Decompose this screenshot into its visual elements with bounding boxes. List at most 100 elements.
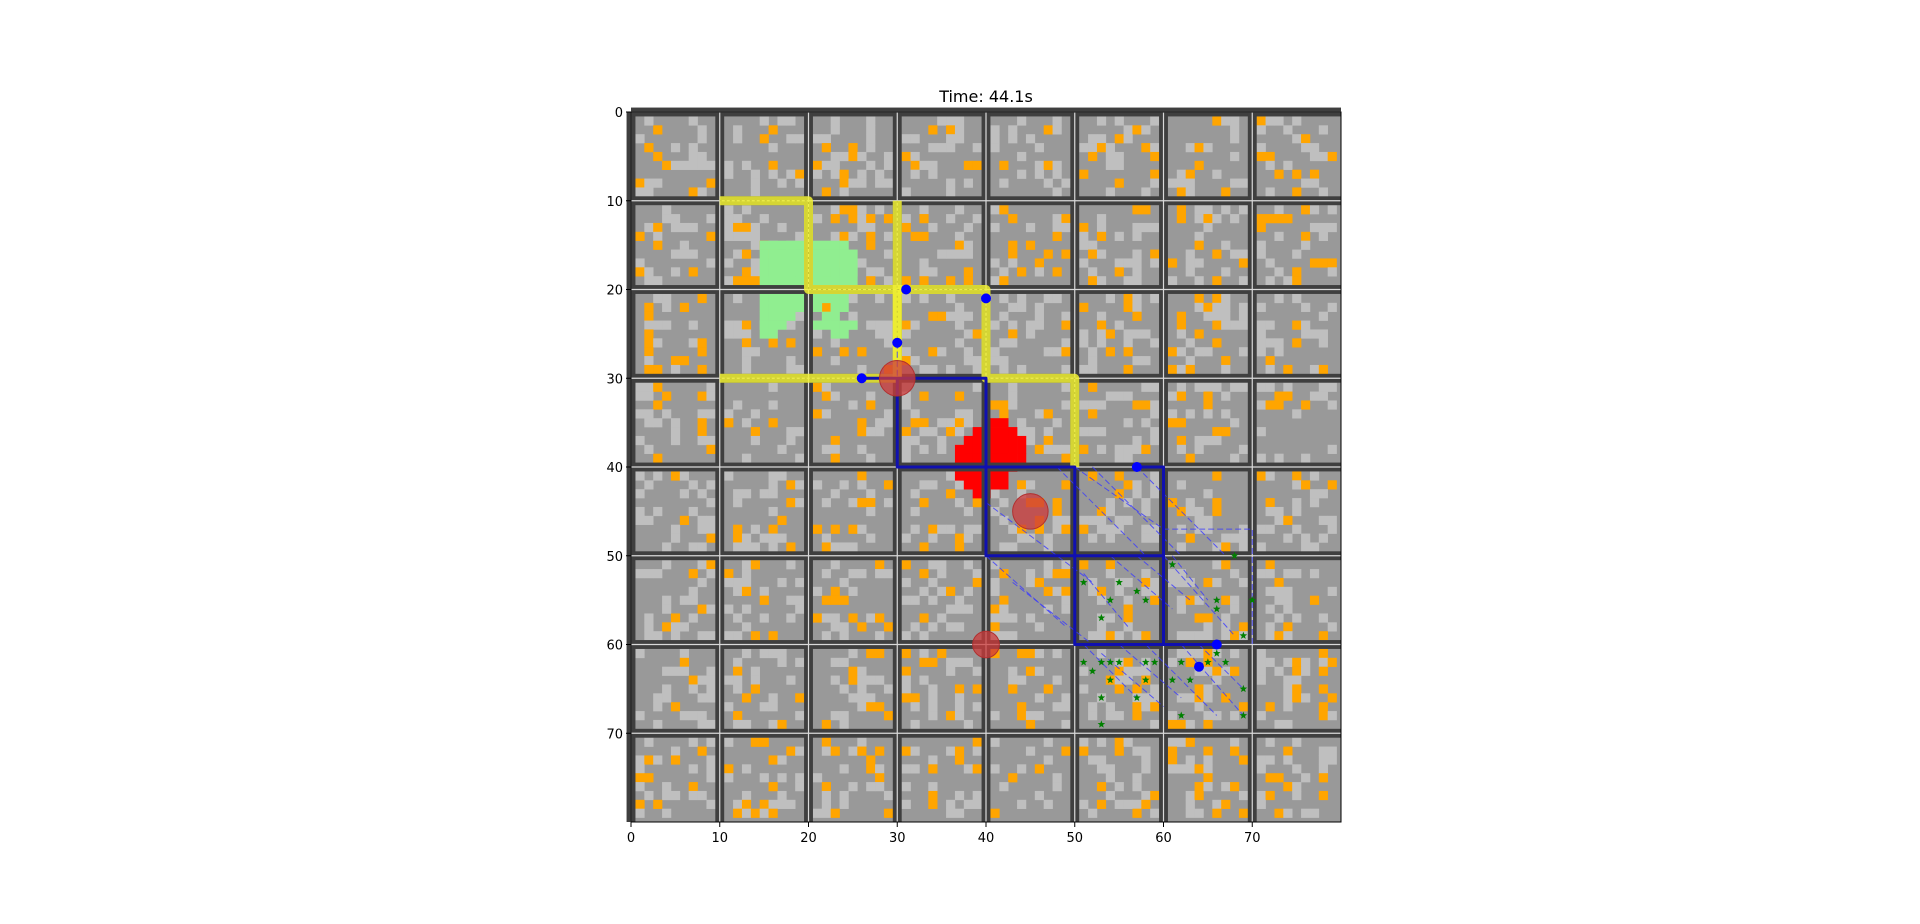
- cell: [750, 427, 760, 437]
- cell: [1167, 746, 1178, 756]
- cell: [1309, 258, 1320, 268]
- star-marker: [1150, 658, 1159, 666]
- cell: [972, 702, 982, 712]
- cell: [1309, 542, 1320, 552]
- cell: [1043, 125, 1053, 135]
- cell: [1008, 542, 1018, 552]
- green-region-cell: [839, 276, 849, 286]
- cell: [954, 480, 965, 490]
- cell: [1327, 622, 1337, 632]
- cell: [688, 480, 698, 490]
- cell: [937, 586, 947, 596]
- cell: [1079, 364, 1089, 375]
- cell: [1061, 560, 1071, 570]
- cell: [741, 205, 752, 215]
- cell: [662, 205, 672, 215]
- cell: [1176, 577, 1186, 588]
- cell: [688, 116, 698, 126]
- star-marker: [1133, 693, 1141, 701]
- cell: [857, 684, 867, 694]
- green-region-cell: [839, 240, 849, 250]
- cell: [848, 782, 858, 792]
- cell: [1221, 542, 1231, 552]
- cell: [901, 453, 911, 463]
- cell: [733, 533, 743, 543]
- cell: [857, 524, 867, 534]
- cell: [1256, 666, 1266, 676]
- cell: [724, 222, 734, 233]
- cell: [1150, 489, 1160, 499]
- cell: [910, 356, 920, 366]
- cell: [910, 702, 920, 712]
- cell: [697, 711, 707, 721]
- cell: [919, 427, 929, 437]
- cell: [1185, 187, 1195, 197]
- cell: [883, 790, 894, 801]
- cell: [1088, 356, 1098, 366]
- cell: [946, 711, 956, 721]
- cell: [741, 648, 752, 659]
- cell: [901, 648, 911, 659]
- cell: [1052, 773, 1062, 783]
- cell: [706, 178, 716, 188]
- cell: [1008, 773, 1018, 783]
- cell: [1203, 400, 1213, 410]
- cell: [1203, 435, 1213, 446]
- cell: [1079, 302, 1089, 312]
- cell: [653, 125, 663, 135]
- cell: [1194, 648, 1204, 659]
- cell: [786, 364, 796, 375]
- cell: [1265, 400, 1275, 410]
- cell: [1132, 311, 1142, 321]
- y-tick-label: 40: [606, 461, 623, 476]
- cell: [1105, 533, 1115, 543]
- cell: [706, 569, 716, 579]
- cell: [777, 773, 787, 783]
- cell: [679, 648, 689, 659]
- cell: [688, 684, 698, 694]
- cell: [812, 214, 823, 224]
- red-region-cell: [972, 427, 982, 437]
- cell: [750, 258, 760, 268]
- cell: [919, 258, 929, 268]
- cell: [848, 400, 858, 410]
- cell: [1008, 666, 1018, 676]
- cell: [919, 418, 929, 428]
- cell: [1088, 276, 1098, 286]
- cell: [1221, 391, 1231, 401]
- cell: [1150, 400, 1160, 410]
- cell: [1274, 391, 1284, 401]
- cell: [1212, 471, 1222, 481]
- cell: [875, 613, 885, 623]
- cell: [768, 169, 778, 179]
- hazard-circle: [1012, 493, 1049, 530]
- cell: [795, 364, 805, 375]
- cell: [1043, 799, 1053, 809]
- cell: [1052, 675, 1062, 685]
- y-tick-label: 0: [615, 106, 623, 121]
- cell: [741, 453, 752, 463]
- cell: [954, 302, 965, 312]
- cell: [1238, 622, 1249, 632]
- green-region-cell: [795, 302, 805, 312]
- green-region-cell: [786, 249, 796, 259]
- cell: [839, 622, 849, 632]
- y-tick-label: 20: [606, 284, 623, 299]
- cell: [848, 675, 858, 685]
- cell: [1132, 480, 1142, 490]
- cell: [1052, 506, 1062, 517]
- cell: [706, 773, 716, 783]
- cell: [697, 160, 707, 170]
- cell: [724, 577, 734, 588]
- cell: [812, 347, 823, 357]
- cell: [1230, 569, 1240, 579]
- cell: [733, 214, 743, 224]
- cell: [1105, 613, 1115, 623]
- cell: [1114, 586, 1124, 596]
- cell: [733, 134, 743, 144]
- cell: [1327, 258, 1337, 268]
- red-region-cell: [990, 444, 1000, 454]
- cell: [1230, 134, 1240, 144]
- cell: [1123, 453, 1133, 463]
- cell: [946, 604, 956, 614]
